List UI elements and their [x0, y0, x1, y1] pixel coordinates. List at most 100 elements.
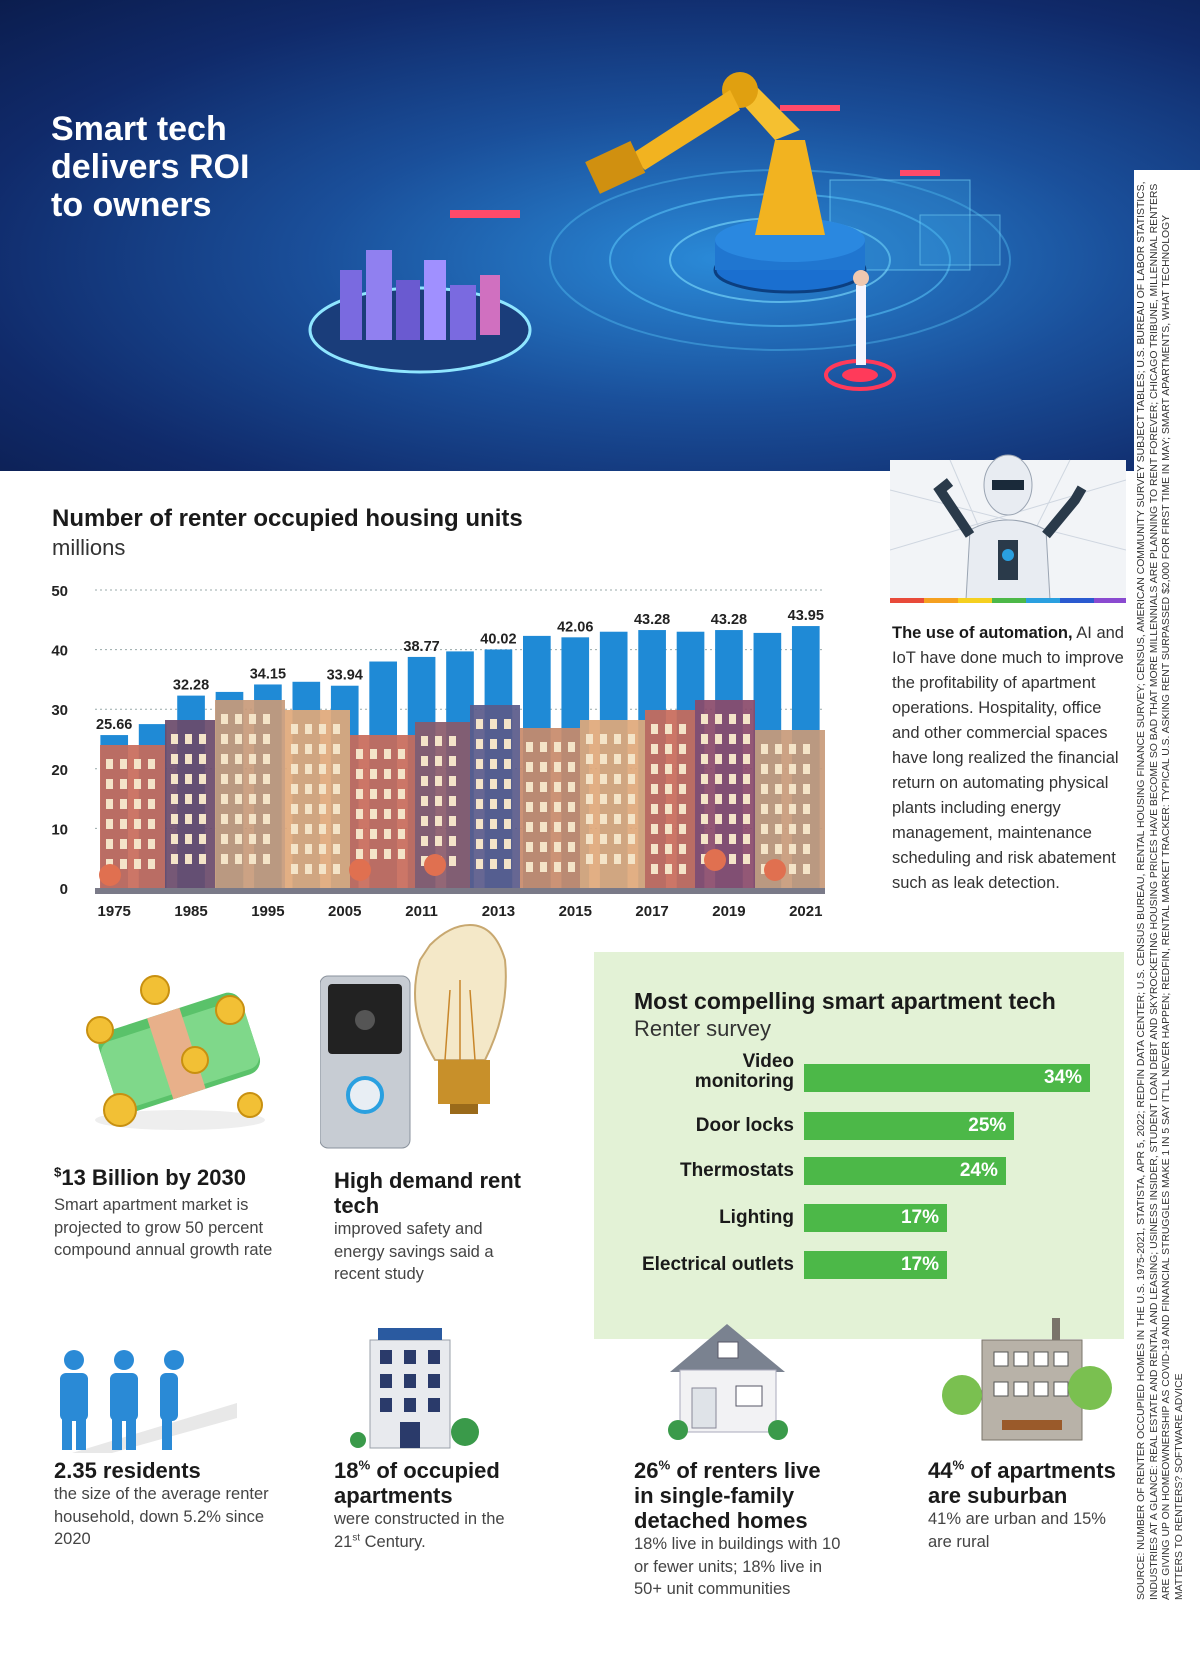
building-window [540, 802, 547, 812]
building-window [729, 774, 736, 784]
building-window [356, 789, 363, 799]
building-window [476, 759, 483, 769]
building-window [476, 839, 483, 849]
building-window [554, 782, 561, 792]
y-tick-label: 40 [51, 643, 68, 660]
building-window [421, 856, 428, 866]
building-window [421, 796, 428, 806]
building-window [526, 762, 533, 772]
x-tick-label: 2019 [712, 903, 745, 920]
building-window [319, 744, 326, 754]
building-window [356, 809, 363, 819]
building-window [743, 814, 750, 824]
building-window [435, 796, 442, 806]
building-window [665, 724, 672, 734]
building-window [171, 734, 178, 744]
building-window [554, 762, 561, 772]
building-window [249, 814, 256, 824]
building-window [370, 749, 377, 759]
building-window [586, 754, 593, 764]
stat-occupied-body1: were constructed in the 21 [334, 1510, 505, 1551]
building-window [249, 834, 256, 844]
building-window [665, 844, 672, 854]
tree [349, 859, 371, 881]
building-window [421, 736, 428, 746]
building-window [199, 734, 206, 744]
building-window [665, 804, 672, 814]
building-window [398, 849, 405, 859]
building-window [628, 794, 635, 804]
building-window [586, 794, 593, 804]
building-window [199, 854, 206, 864]
stat-occupied-num: 18 [334, 1458, 359, 1483]
building-window [263, 854, 270, 864]
building-window [263, 834, 270, 844]
building-window [333, 744, 340, 754]
hero-banner: Smart tech delivers ROI to owners [0, 0, 1200, 471]
building-window [729, 714, 736, 724]
building-window [701, 754, 708, 764]
building-window [305, 824, 312, 834]
survey-row: Lighting 17% [594, 1204, 1124, 1232]
x-tick-label: 2017 [635, 903, 668, 920]
building-window [586, 814, 593, 824]
building-window [504, 779, 511, 789]
building-window [120, 859, 127, 869]
automation-lead: The use of automation, [892, 624, 1073, 642]
renter-units-bar-chart: 0 10 20 30 40 50 25.66 1975 32.28 1985 34.15 1995 33… [51, 583, 825, 920]
building-window [504, 799, 511, 809]
building-window [319, 844, 326, 854]
survey-bar: 17% [804, 1204, 947, 1232]
building-window [600, 734, 607, 744]
building-window [221, 734, 228, 744]
stat-occupied-pct: % [358, 1457, 371, 1473]
building-window [333, 844, 340, 854]
suburban-building-icon [942, 1318, 1112, 1441]
tree [704, 849, 726, 871]
bar-value-label: 33.94 [327, 668, 363, 684]
building-window [614, 754, 621, 764]
building-window [263, 774, 270, 784]
building-window [504, 719, 511, 729]
x-tick-label: 2013 [482, 903, 515, 920]
chart-title: Number of renter occupied housing units [52, 505, 523, 532]
stat-residents-body: the size of the average renter household… [54, 1485, 269, 1548]
building-window [701, 834, 708, 844]
building-window [249, 714, 256, 724]
building-window [171, 814, 178, 824]
building-window [249, 754, 256, 764]
building-window [803, 844, 810, 854]
building-window [421, 756, 428, 766]
building-window [356, 829, 363, 839]
building-window [586, 834, 593, 844]
bar-value-label: 38.77 [403, 639, 439, 655]
building-window [106, 779, 113, 789]
building-window [651, 744, 658, 754]
building-window [679, 864, 686, 874]
building-window [171, 854, 178, 864]
stat-occupied-st: st [352, 1532, 361, 1543]
building-window [490, 759, 497, 769]
building-window [526, 842, 533, 852]
building-window [305, 764, 312, 774]
building-window [540, 822, 547, 832]
building-window [628, 734, 635, 744]
building-window [221, 794, 228, 804]
survey-bar: 24% [804, 1157, 1006, 1185]
hero-title: Smart tech delivers ROI to owners [51, 110, 250, 224]
building-window [490, 719, 497, 729]
stat-occupied-body2: Century. [360, 1532, 426, 1551]
stat-market-head: 13 Billion by 2030 [61, 1165, 246, 1190]
building-window [235, 754, 242, 764]
building-window [398, 829, 405, 839]
building-window [435, 776, 442, 786]
building-window [134, 779, 141, 789]
building-window [679, 764, 686, 774]
building-window [199, 834, 206, 844]
building-window [715, 734, 722, 744]
building-window [291, 824, 298, 834]
building-window [614, 834, 621, 844]
building-window [729, 734, 736, 744]
building-window [761, 804, 768, 814]
building-window [729, 854, 736, 864]
